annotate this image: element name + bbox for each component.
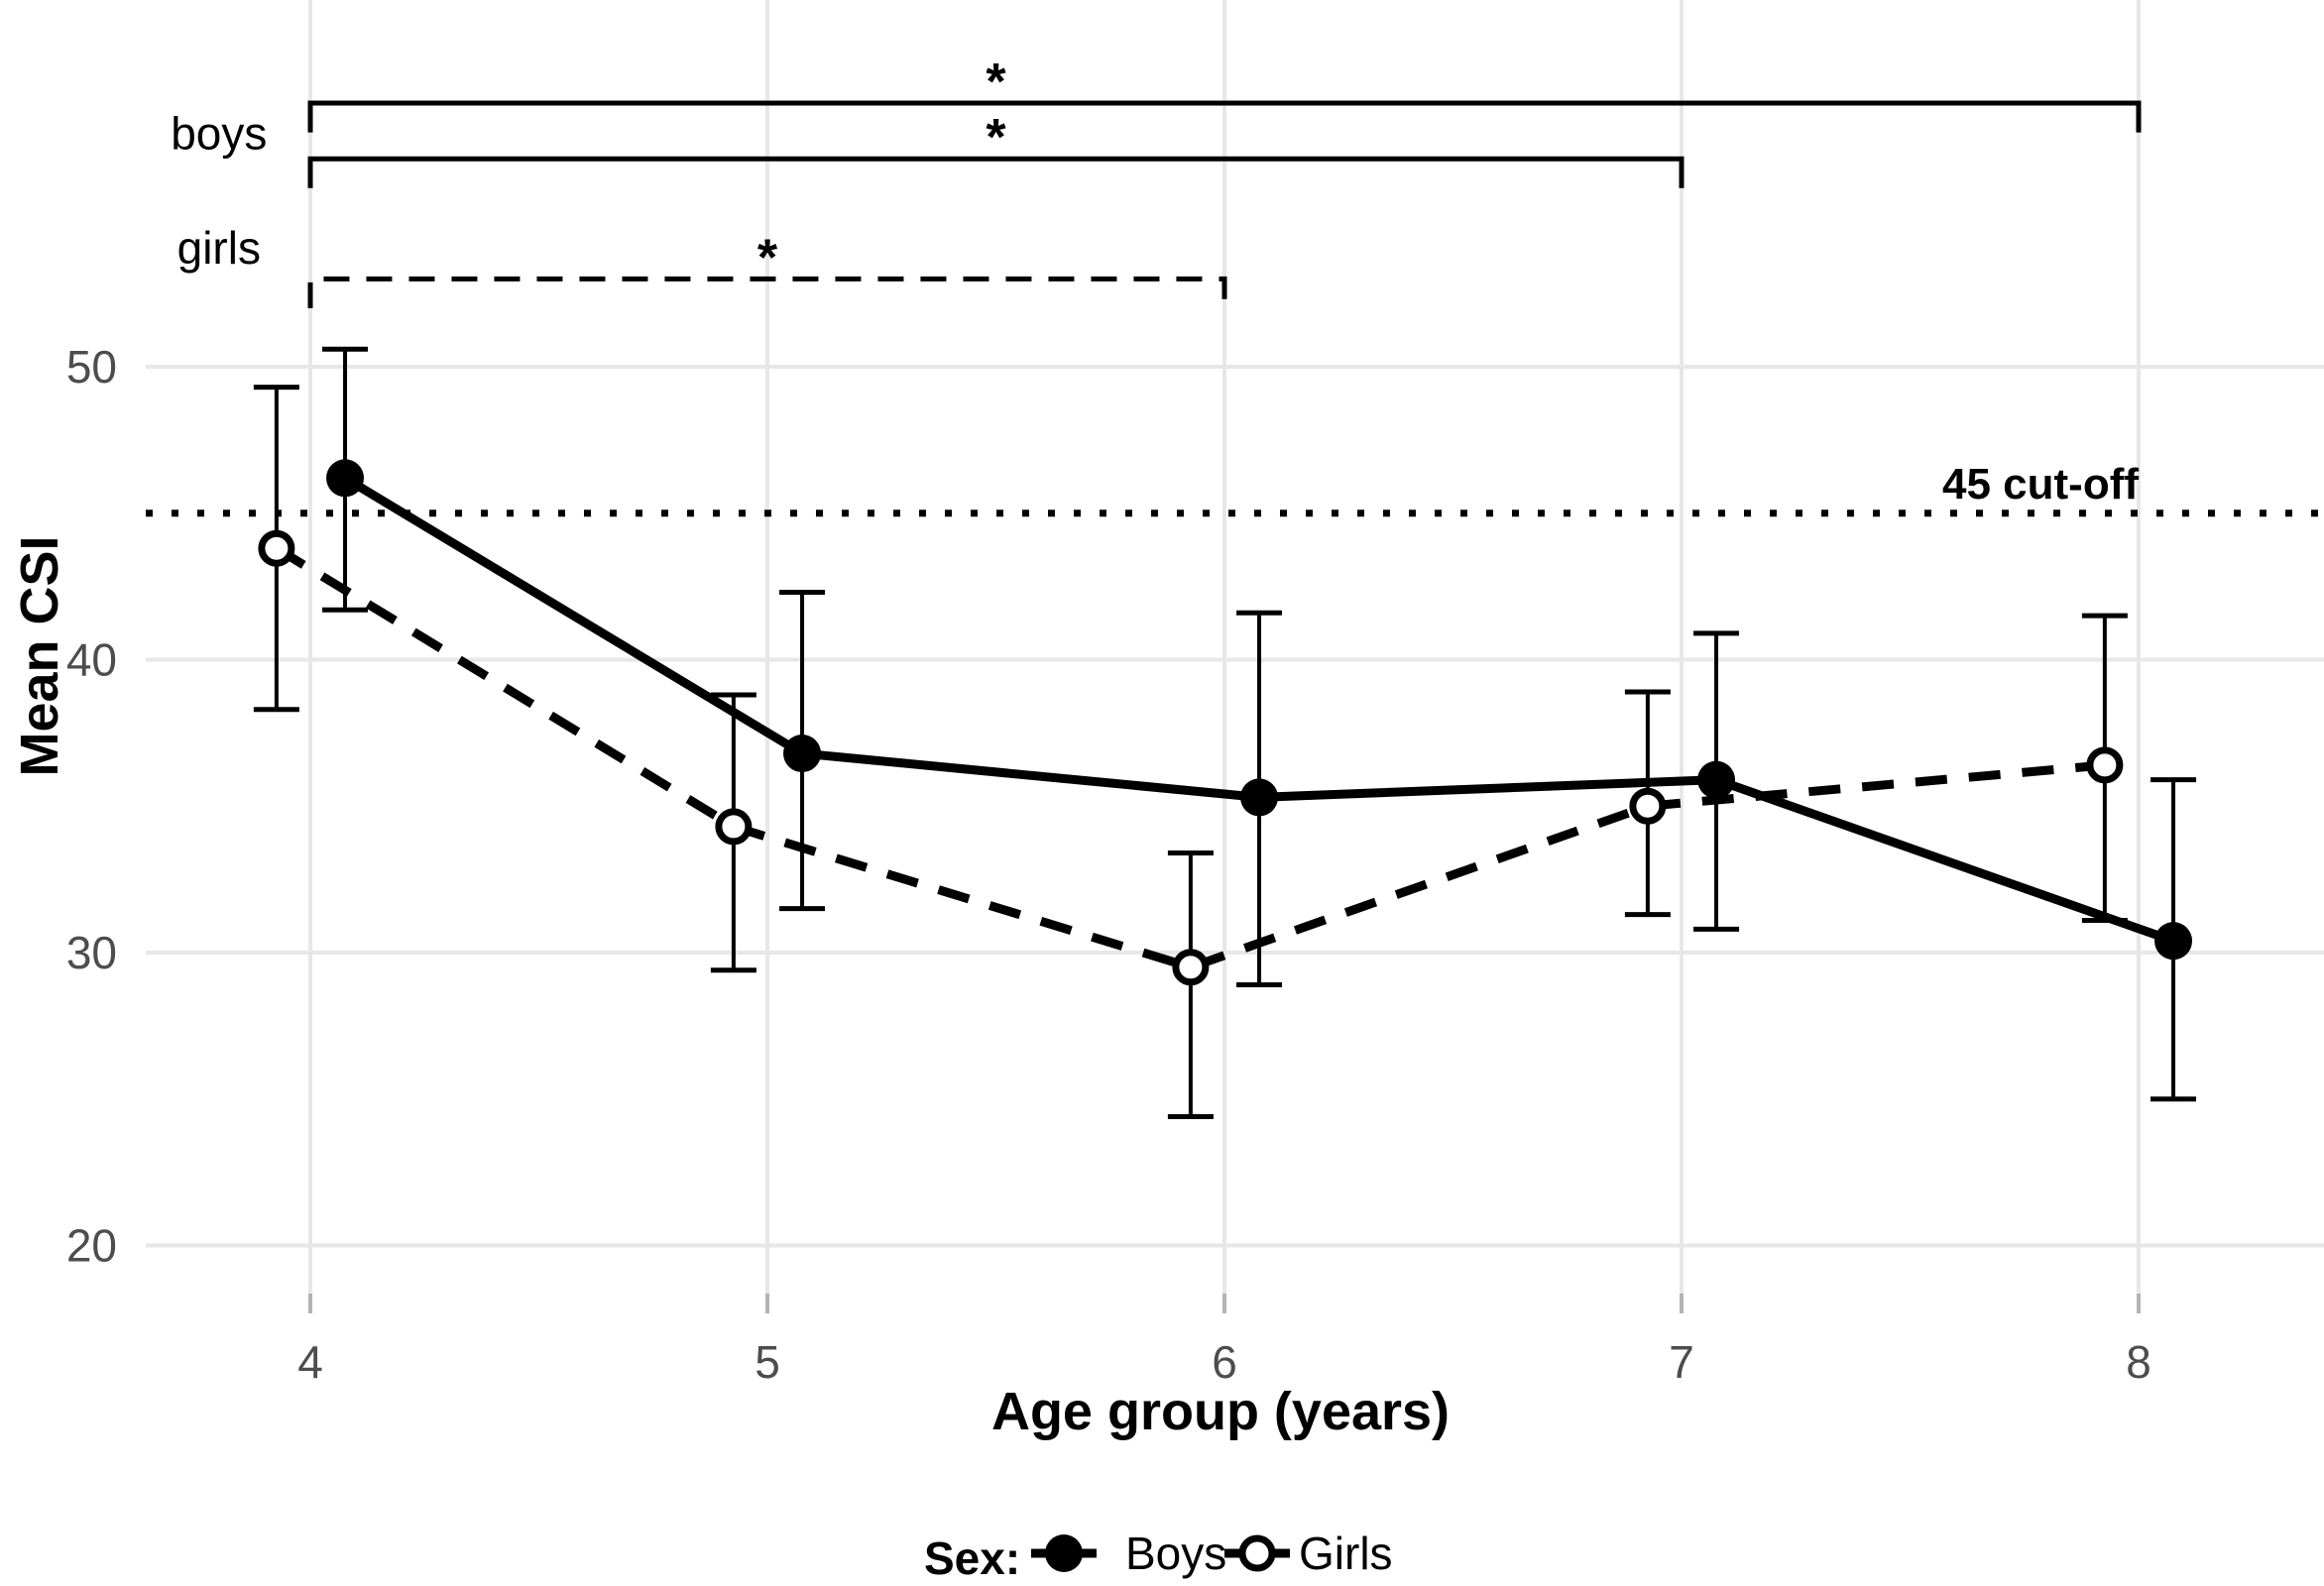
- bracket-label-boys: boys: [171, 108, 267, 160]
- data-point-boys-4: [326, 459, 365, 498]
- cutoff-label: 45 cut-off: [1942, 460, 2139, 509]
- legend-label-boys: Boys: [1125, 1528, 1226, 1579]
- bracket-label-girls: girls: [177, 222, 261, 274]
- legend-key-marker-boys: [1045, 1534, 1083, 1572]
- data-point-girls-4: [258, 529, 295, 567]
- x-tick-label-6: 6: [1212, 1336, 1237, 1388]
- x-axis-title: Age group (years): [991, 1382, 1450, 1441]
- sig-asterisk-3: *: [757, 229, 778, 286]
- sig-bracket-girls-4-6: [307, 276, 1227, 308]
- x-tick-label-4: 4: [297, 1336, 323, 1388]
- data-point-boys-6: [1240, 778, 1279, 817]
- sig-bracket-boys-4-7: [307, 156, 1685, 188]
- data-point-girls-5: [715, 808, 753, 846]
- legend-key-marker-girls: [1238, 1534, 1276, 1572]
- data-point-boys-8: [2154, 922, 2193, 961]
- x-tick-label-7: 7: [1669, 1336, 1694, 1388]
- y-tick-label-20: 20: [66, 1220, 117, 1272]
- y-tick-label-40: 40: [66, 634, 117, 686]
- x-tick-label-5: 5: [755, 1336, 780, 1388]
- y-tick-label-50: 50: [66, 341, 117, 393]
- sig-bracket-boys-4-8: [307, 100, 2142, 133]
- y-axis-title: Mean CSI: [10, 535, 69, 776]
- sig-asterisk-2: *: [986, 109, 1006, 167]
- data-point-boys-7: [1697, 760, 1736, 799]
- data-point-girls-8: [2086, 746, 2124, 784]
- legend-title: Sex:: [924, 1532, 1020, 1584]
- legend-label-girls: Girls: [1299, 1528, 1393, 1579]
- data-point-girls-7: [1629, 787, 1667, 825]
- data-point-boys-5: [783, 735, 822, 773]
- y-tick-label-30: 30: [66, 927, 117, 978]
- sig-asterisk-1: *: [986, 54, 1006, 111]
- data-point-girls-6: [1172, 949, 1210, 986]
- x-tick-label-8: 8: [2126, 1336, 2151, 1388]
